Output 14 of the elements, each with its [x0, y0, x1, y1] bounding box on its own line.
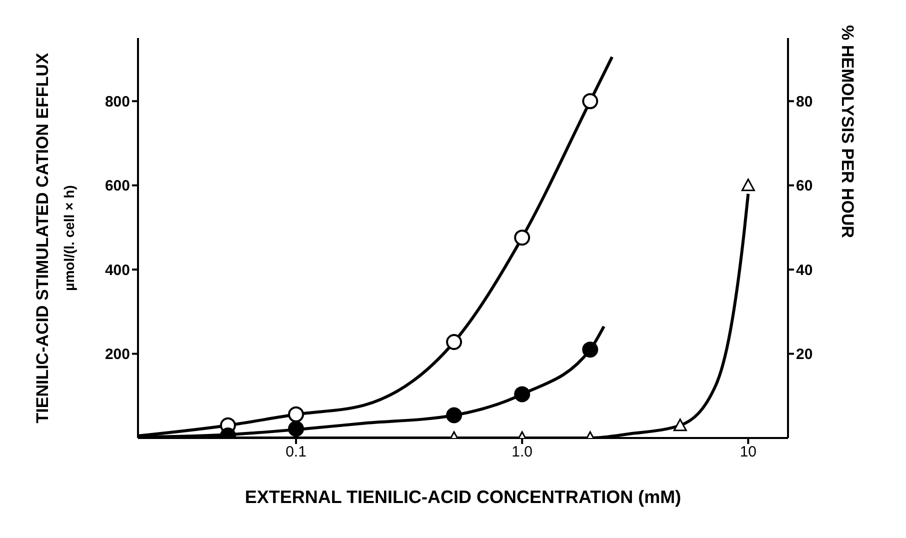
y-tick-label: 800 — [104, 93, 130, 110]
y2-tick-label: 40 — [796, 262, 813, 279]
y2-tick-label: 80 — [796, 93, 813, 110]
x-axis-title: EXTERNAL TIENILIC-ACID CONCENTRATION (mM) — [244, 487, 682, 507]
x-tick-label: 0.1 — [286, 444, 306, 461]
y-tick-label: 200 — [104, 346, 130, 364]
y-tick-label: 600 — [104, 178, 130, 195]
y-tick-label: 400 — [104, 262, 130, 279]
y2-tick-label: 20 — [796, 346, 813, 364]
y-axis-title: TIENILIC-ACID STIMULATED CATION EFFLUX µmol/(l. cell × h) — [33, 52, 77, 424]
x-tick-label: 1.0 — [512, 444, 533, 461]
y2-axis-title: % HEMOLYSIS PER HOUR — [838, 25, 857, 238]
y2-tick-label: 60 — [796, 178, 813, 195]
x-tick-label: 10 — [740, 444, 757, 461]
